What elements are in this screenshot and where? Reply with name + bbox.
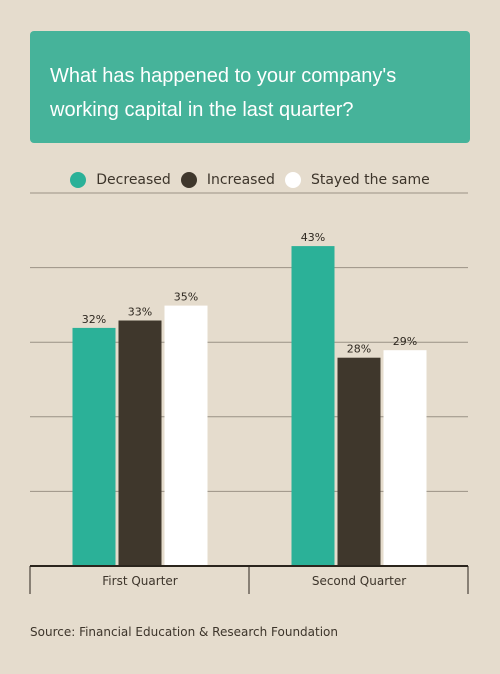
legend-label-decreased: Decreased [96,172,171,188]
bar-chart: 32% 33% 35% 43% 28% 29% First Quarter Second Qu… [29,192,469,594]
bar-increased-2 [337,357,381,566]
bar-increased-1 [118,320,162,566]
legend-swatch-decreased [70,172,87,188]
legend-label-stayed-the-same: Stayed the same [310,172,430,188]
legend-item-decreased: Decreased [70,172,171,188]
legend-label-increased: Increased [206,172,275,188]
bar-stayed-the-same-2 [383,350,427,566]
data-label: 35% [174,291,198,304]
data-label: 28% [347,343,371,356]
bar-decreased-1 [72,327,116,566]
data-label: 33% [128,306,152,319]
x-tick-label: First Quarter [102,574,177,588]
chart-title: What has happened to your company's work… [50,65,397,121]
legend-swatch-increased [180,172,197,188]
source-note: Source: Financial Education & Research F… [30,625,339,639]
data-label: 43% [301,231,325,244]
data-label: 32% [82,313,106,326]
data-label: 29% [393,335,417,348]
legend-swatch-stayed-the-same [284,172,301,188]
x-tick-label: Second Quarter [312,574,406,588]
legend: Decreased Increased Stayed the same [0,172,500,188]
bar-decreased-2 [291,246,335,566]
legend-item-stayed-the-same: Stayed the same [284,172,430,188]
title-banner: What has happened to your company's work… [30,31,470,143]
legend-item-increased: Increased [180,172,275,188]
bar-stayed-the-same-1 [164,305,208,566]
